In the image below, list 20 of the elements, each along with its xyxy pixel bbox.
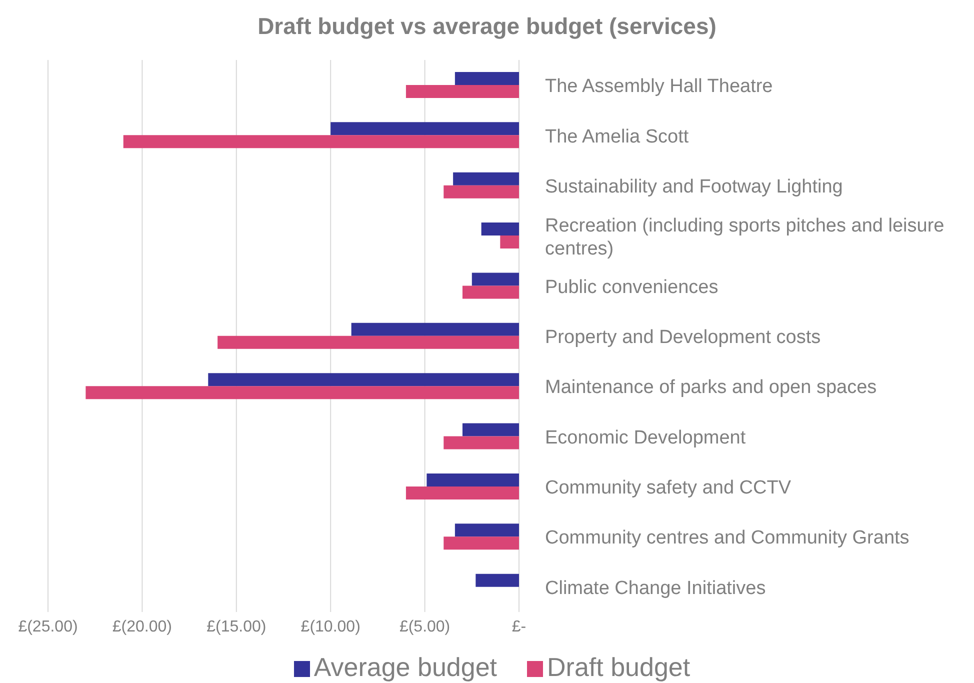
y-tick-label: Climate Change Initiatives [545, 578, 766, 599]
y-tick-label: Community centres and Community Grants [545, 528, 910, 549]
y-tick-label: Recreation (including sports pitches and leisure centres) [545, 216, 944, 260]
y-tick-label: Property and Development costs [545, 327, 821, 348]
x-tick-label: £- [512, 618, 526, 636]
y-tick-label: Maintenance of parks and open spaces [545, 377, 877, 398]
y-tick-label: Economic Development [545, 427, 746, 448]
y-tick-label: The Assembly Hall Theatre [545, 76, 773, 98]
chart-title: Draft budget vs average budget (services) [256, 12, 718, 41]
y-tick-label: Public conveniences [545, 276, 718, 298]
y-tick-label: The Amelia Scott [545, 126, 690, 148]
legend-label: Draft budget [547, 652, 690, 682]
x-tick-label: £(5.00) [399, 618, 450, 636]
x-tick-label: £(20.00) [112, 618, 172, 636]
y-tick-label: Community safety and CCTV [545, 478, 792, 499]
x-tick-label: £(25.00) [18, 618, 78, 636]
legend-label: Average budget [314, 652, 498, 682]
x-tick-label: £(15.00) [206, 618, 266, 636]
x-tick-label: £(10.00) [300, 618, 360, 636]
y-tick-label: Sustainability and Footway Lighting [545, 176, 843, 198]
